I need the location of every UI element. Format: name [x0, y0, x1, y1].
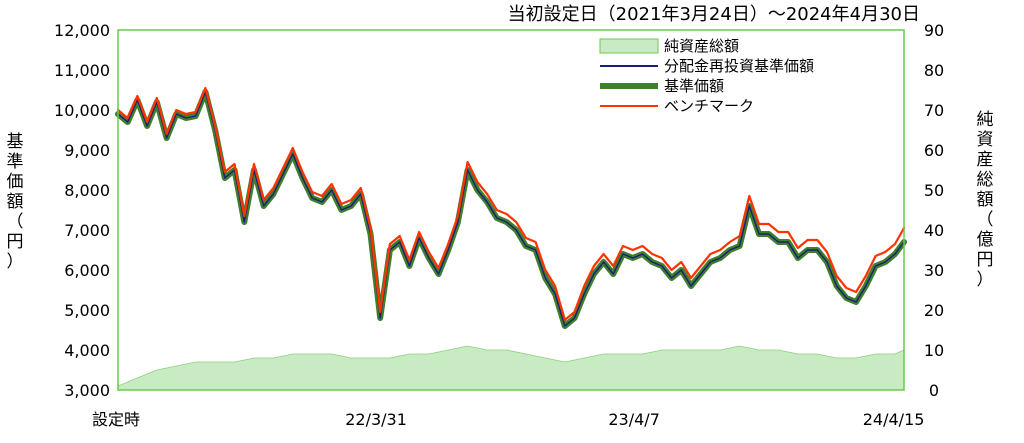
y-right-tick-label: 90	[924, 21, 944, 40]
y-right-tick-label: 20	[924, 301, 944, 320]
y-right-tick-label: 10	[924, 341, 944, 360]
y-right-tick-label: 30	[924, 261, 944, 280]
chart-subtitle: 当初設定日（2021年3月24日）～2024年4月30日	[508, 4, 920, 25]
y-axis-left-label: 基準価額（円）	[6, 132, 24, 272]
y-left-tick-label: 7,000	[64, 221, 110, 240]
x-tick-label: 設定時	[92, 410, 140, 429]
plot-frame	[117, 29, 905, 391]
y-right-tick-label: 40	[924, 221, 944, 240]
y-right-tick-label: 50	[924, 181, 944, 200]
net-assets-area	[117, 345, 905, 391]
y-axis-right-label: 純資産総額（億円）	[976, 110, 994, 290]
reinvested-nav-line	[117, 91, 905, 327]
y-right-tick-label: 80	[924, 61, 944, 80]
legend-label: 純資産総額	[664, 37, 739, 55]
y-left-tick-label: 12,000	[54, 21, 110, 40]
benchmark-line	[116, 86, 906, 322]
x-axis-ticks: 設定時 22/3/31 23/4/7 24/4/15	[92, 410, 924, 429]
legend-swatch-area	[599, 38, 659, 54]
y-left-tick-label: 8,000	[64, 181, 110, 200]
y-left-tick-label: 4,000	[64, 341, 110, 360]
legend-label: 基準価額	[664, 77, 724, 95]
net-assets-area-layer	[117, 345, 905, 391]
legend-label: ベンチマーク	[664, 97, 754, 115]
y-right-tick-label: 60	[924, 141, 944, 160]
x-tick-label: 24/4/15	[863, 410, 925, 429]
price-lines-layer	[115, 86, 907, 329]
y-right-tick-label: 0	[929, 381, 939, 400]
left-axis-ticks: 3,000 4,000 5,000 6,000 7,000 8,000 9,000 10,00…	[54, 21, 110, 400]
x-tick-label: 23/4/7	[608, 410, 660, 429]
x-tick-label: 22/3/31	[345, 410, 407, 429]
nav-line	[115, 89, 907, 329]
y-left-tick-label: 9,000	[64, 141, 110, 160]
legend-label: 分配金再投資基準価額	[664, 57, 814, 75]
y-left-tick-label: 6,000	[64, 261, 110, 280]
y-right-tick-label: 70	[924, 101, 944, 120]
y-left-tick-label: 10,000	[54, 101, 110, 120]
y-left-tick-label: 5,000	[64, 301, 110, 320]
y-left-tick-label: 11,000	[54, 61, 110, 80]
y-left-tick-label: 3,000	[64, 381, 110, 400]
right-axis-ticks: 0 10 20 30 40 50 60 70 80 90	[924, 21, 944, 400]
